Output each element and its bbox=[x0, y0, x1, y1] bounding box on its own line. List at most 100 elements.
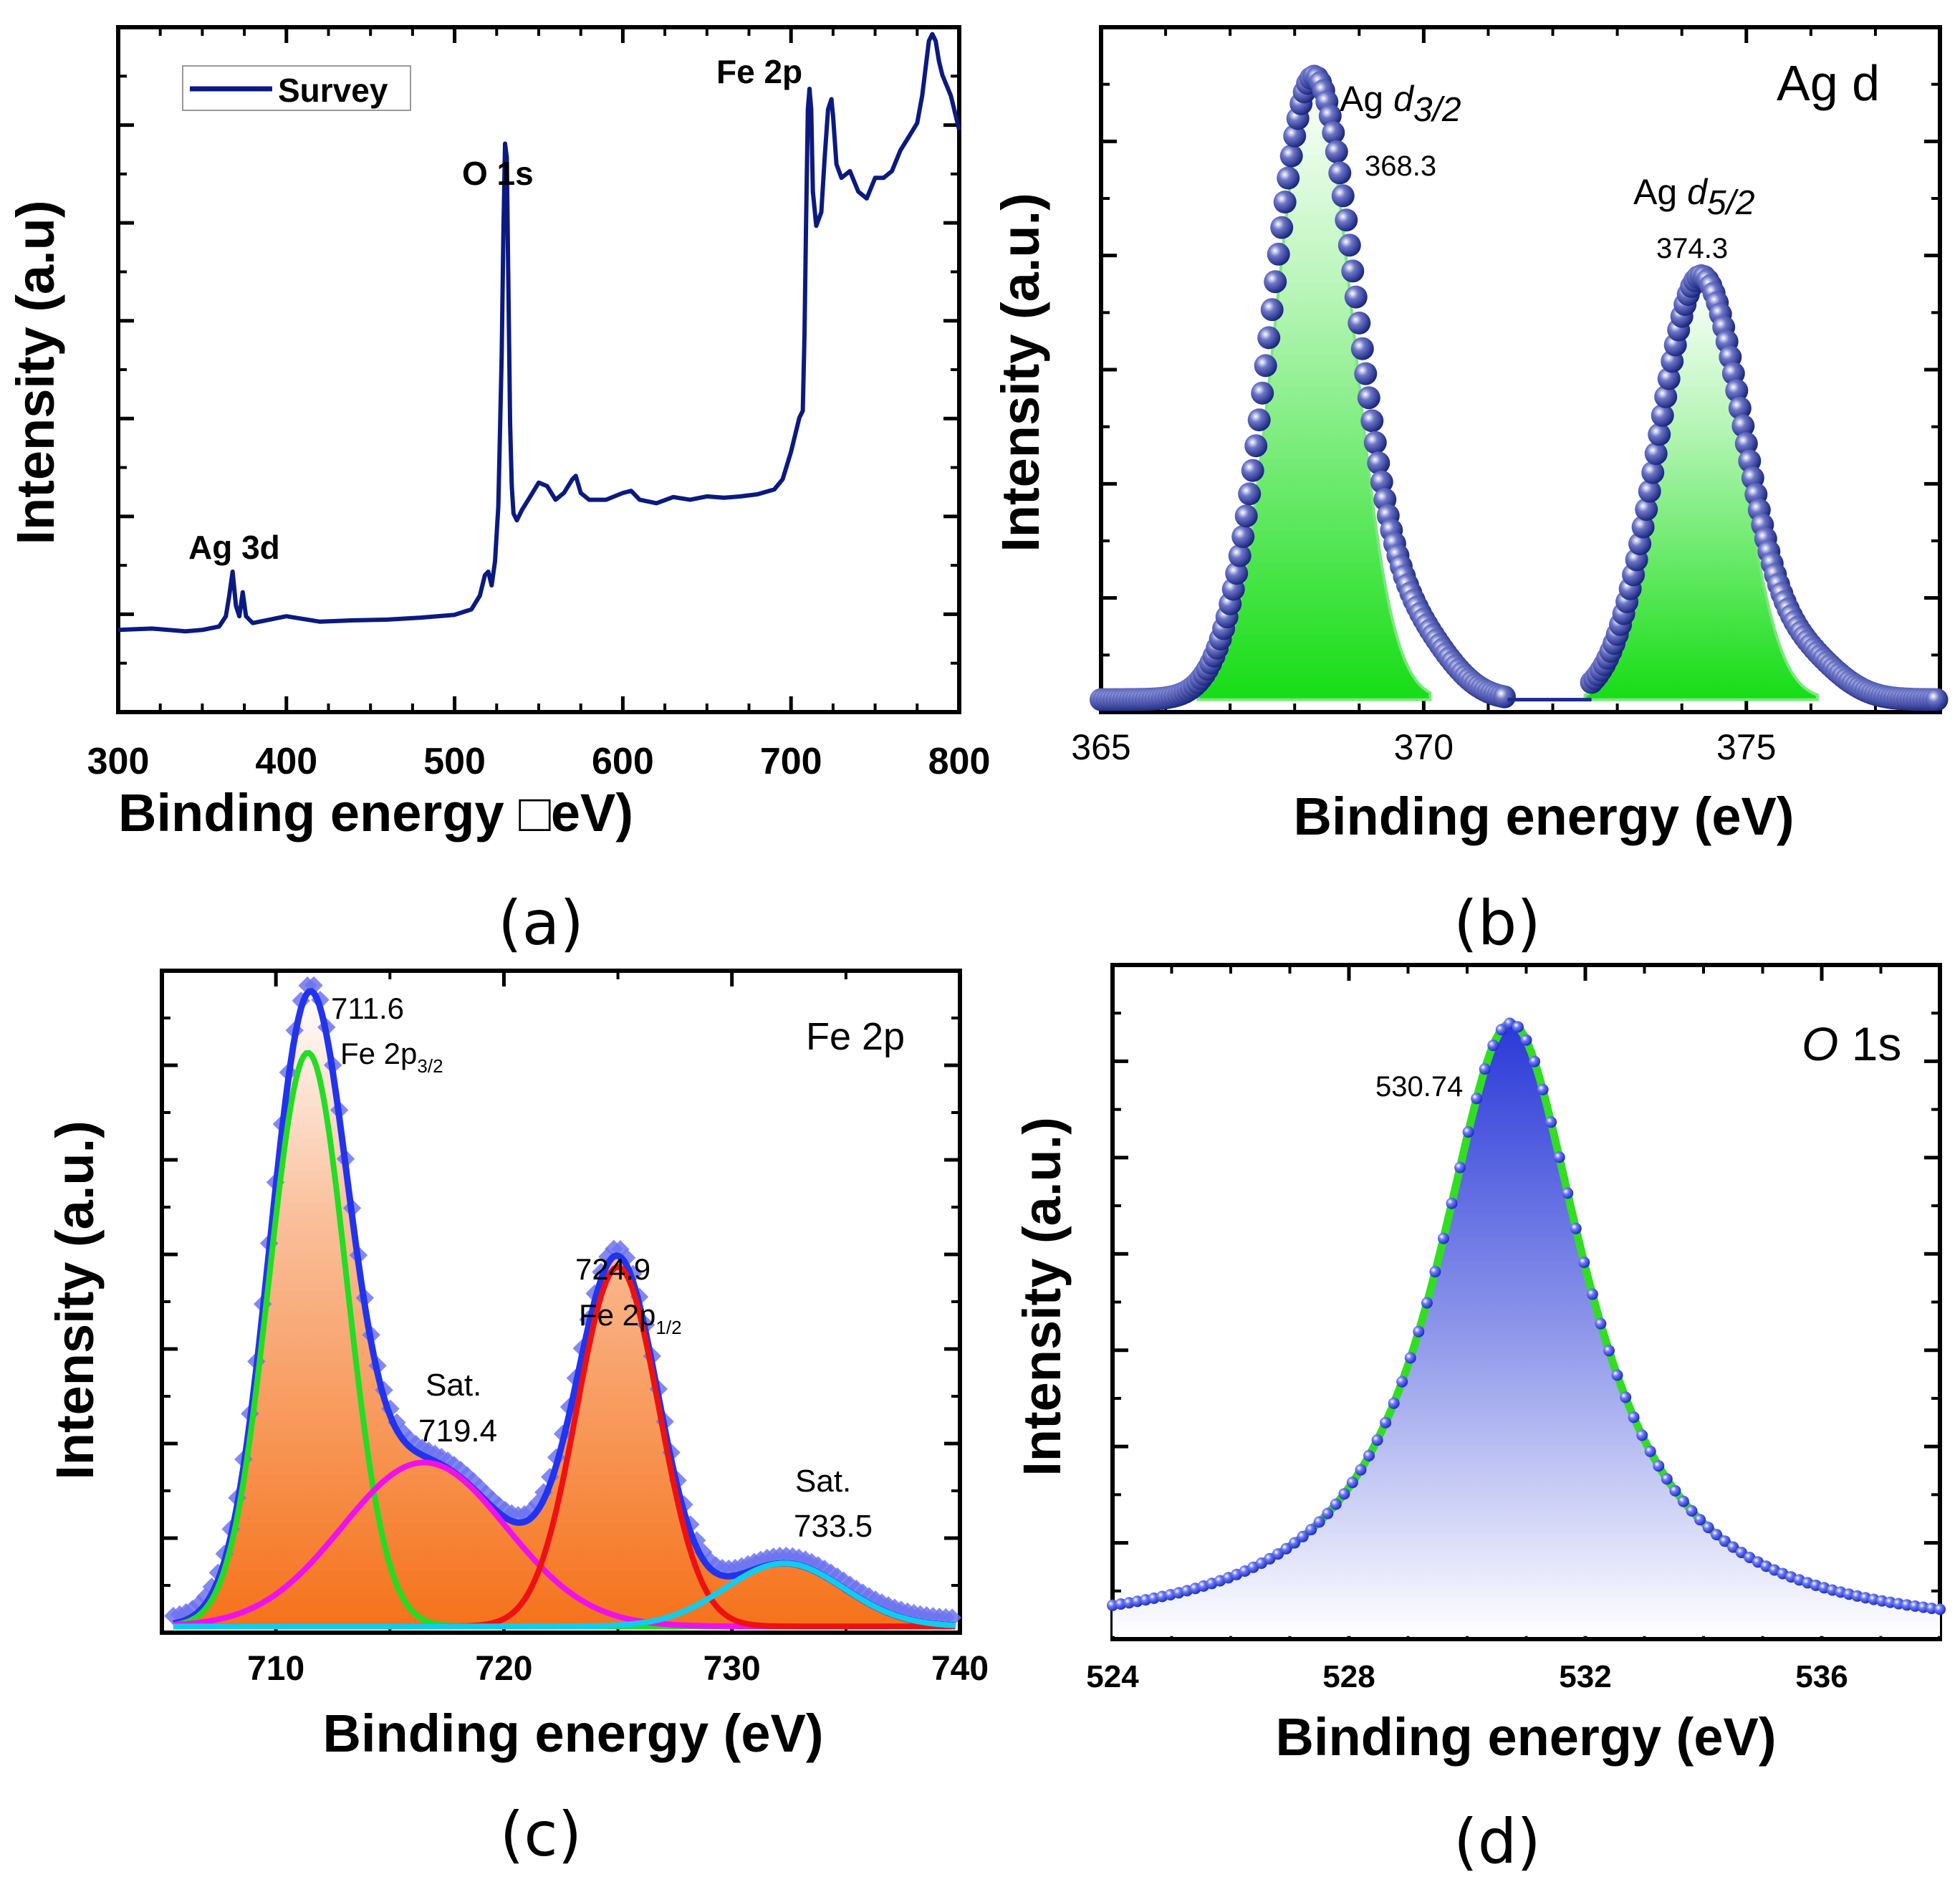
o1s-data-point bbox=[1686, 1505, 1698, 1517]
ag-data-point bbox=[1350, 337, 1374, 360]
panel-b: 365 370 375 Ag d Ag d3/2 368.3 Ag d5/2 374… bbox=[991, 25, 1949, 959]
panel-d-ylabel: Intensity (a.u.) bbox=[1012, 1117, 1072, 1477]
panel-d-title-o: O bbox=[1802, 1017, 1838, 1070]
ag-data-point bbox=[1225, 562, 1249, 585]
ag-data-point bbox=[1238, 482, 1262, 506]
x-tick-label: 800 bbox=[928, 741, 991, 782]
panel-a-ticks bbox=[116, 27, 961, 712]
ag-data-point bbox=[1360, 409, 1384, 433]
ag-data-point bbox=[1337, 234, 1361, 257]
ag-d52-label: Ag d5/2 bbox=[1633, 172, 1755, 222]
o1s-data-point bbox=[1570, 1222, 1582, 1234]
panel-d-title: O 1s bbox=[1802, 1017, 1901, 1070]
panel-b-data-points bbox=[1090, 64, 1949, 711]
panel-b-ylabel: Intensity (a.u.) bbox=[991, 193, 1050, 552]
ag-d52-label-d: d bbox=[1687, 172, 1709, 212]
sat733-line1: Sat. bbox=[795, 1464, 851, 1499]
o1s-data-point bbox=[1727, 1541, 1739, 1553]
o1s-data-point bbox=[1487, 1039, 1499, 1052]
annotation-o-1s: O 1s bbox=[462, 155, 534, 192]
o1s-data-point bbox=[1429, 1266, 1441, 1278]
o1s-data-point bbox=[1578, 1257, 1590, 1269]
o1s-data-point bbox=[1628, 1411, 1640, 1423]
ag-data-point bbox=[1635, 498, 1658, 522]
o1s-data-point bbox=[1702, 1522, 1714, 1534]
x-tick-label: 375 bbox=[1716, 727, 1776, 767]
ag-d32-label-sub: 3/2 bbox=[1413, 91, 1461, 129]
peak-label-ag-d32: Ag d3/2 368.3 bbox=[1340, 79, 1461, 182]
panel-a-x-tick-labels: 300 400 500 600 700 800 bbox=[87, 741, 991, 782]
x-tick-label: 400 bbox=[255, 741, 317, 782]
o1s-data-point bbox=[1404, 1352, 1416, 1364]
o1s-data-point bbox=[1537, 1083, 1549, 1095]
o1s-data-point bbox=[1305, 1524, 1317, 1536]
sat733-line2: 733.5 bbox=[794, 1509, 873, 1544]
o1s-data-point bbox=[1669, 1484, 1681, 1497]
fe2p12-label: Fe 2p1/2 bbox=[579, 1298, 682, 1338]
panel-d-x-tick-labels: 524 528 532 536 bbox=[1086, 1659, 1848, 1694]
o1s-data-point bbox=[1272, 1548, 1284, 1560]
o1s-data-point bbox=[1462, 1126, 1474, 1138]
x-tick-label: 720 bbox=[475, 1650, 532, 1688]
panel-d-peak-fill bbox=[1113, 1023, 1940, 1636]
o1s-data-point bbox=[1520, 1034, 1532, 1046]
panel-d-xlabel: Binding energy (eV) bbox=[1276, 1707, 1777, 1767]
panel-d-title-1s: 1s bbox=[1838, 1017, 1901, 1070]
o1s-data-point bbox=[1479, 1063, 1491, 1075]
ag-data-point bbox=[1247, 408, 1271, 432]
o1s-data-point bbox=[1346, 1477, 1358, 1489]
panel-d-data-points bbox=[1107, 1017, 1946, 1615]
x-tick-label: 524 bbox=[1086, 1659, 1139, 1694]
ag-data-point bbox=[1325, 140, 1348, 163]
ag-data-point bbox=[1370, 470, 1393, 494]
fe2p32-value: 711.6 bbox=[331, 991, 404, 1025]
o1s-data-point bbox=[1330, 1498, 1342, 1510]
o1s-data-point bbox=[1471, 1093, 1483, 1105]
x-tick-label: 365 bbox=[1071, 727, 1130, 767]
x-tick-label: 710 bbox=[247, 1650, 304, 1688]
o1s-data-point bbox=[1661, 1473, 1673, 1485]
ag-data-point bbox=[1228, 544, 1252, 567]
o1s-data-point bbox=[1338, 1488, 1350, 1500]
annotation-sat-733: Sat. 733.5 bbox=[794, 1464, 873, 1544]
o1s-data-point bbox=[1388, 1397, 1400, 1409]
o1s-data-point bbox=[1611, 1369, 1623, 1381]
fe2p12-label-main: Fe 2p bbox=[579, 1298, 655, 1332]
o1s-data-point bbox=[1413, 1325, 1425, 1338]
ag-data-point bbox=[1651, 403, 1674, 427]
ag-data-point bbox=[1348, 311, 1371, 335]
ag-data-point bbox=[1244, 434, 1268, 458]
ag-data-point bbox=[1734, 432, 1758, 456]
o1s-data-point bbox=[1586, 1288, 1598, 1300]
o1s-data-point bbox=[1421, 1297, 1433, 1309]
fe2p12-value: 724.9 bbox=[575, 1252, 650, 1286]
o1s-data-point bbox=[1603, 1345, 1615, 1357]
x-tick-label: 528 bbox=[1322, 1659, 1375, 1694]
panel-c-ylabel: Intensity (a.u.) bbox=[45, 1120, 105, 1480]
annotation-ag-3d: Ag 3d bbox=[188, 529, 280, 566]
panel-b-title: Ag d bbox=[1777, 55, 1880, 111]
x-tick-label: 536 bbox=[1795, 1659, 1848, 1694]
panel-label-b: (b) bbox=[1454, 888, 1541, 959]
x-tick-label: 700 bbox=[760, 741, 822, 782]
panel-b-x-tick-labels: 365 370 375 bbox=[1071, 727, 1776, 767]
o1s-data-point bbox=[1620, 1391, 1632, 1403]
annotation-sat-719: Sat. 719.4 bbox=[418, 1368, 497, 1449]
o1s-data-point bbox=[1380, 1416, 1392, 1429]
x-tick-label: 300 bbox=[87, 741, 150, 782]
ag-data-point bbox=[1493, 685, 1516, 709]
ag-data-point bbox=[1638, 479, 1661, 503]
panel-c-title: Fe 2p bbox=[806, 1015, 905, 1058]
ag-data-point bbox=[1260, 298, 1284, 322]
ag-data-point bbox=[1631, 515, 1655, 539]
ag-data-point bbox=[1731, 414, 1755, 438]
ag-data-point bbox=[1728, 396, 1752, 420]
x-tick-label: 500 bbox=[423, 741, 486, 782]
x-tick-label: 532 bbox=[1559, 1659, 1611, 1694]
o1s-data-point bbox=[1454, 1161, 1466, 1173]
o1s-data-point bbox=[1371, 1434, 1383, 1446]
o1s-data-point bbox=[1438, 1232, 1449, 1244]
ag-data-point bbox=[1267, 242, 1290, 266]
ag-d32-value: 368.3 bbox=[1365, 150, 1436, 182]
